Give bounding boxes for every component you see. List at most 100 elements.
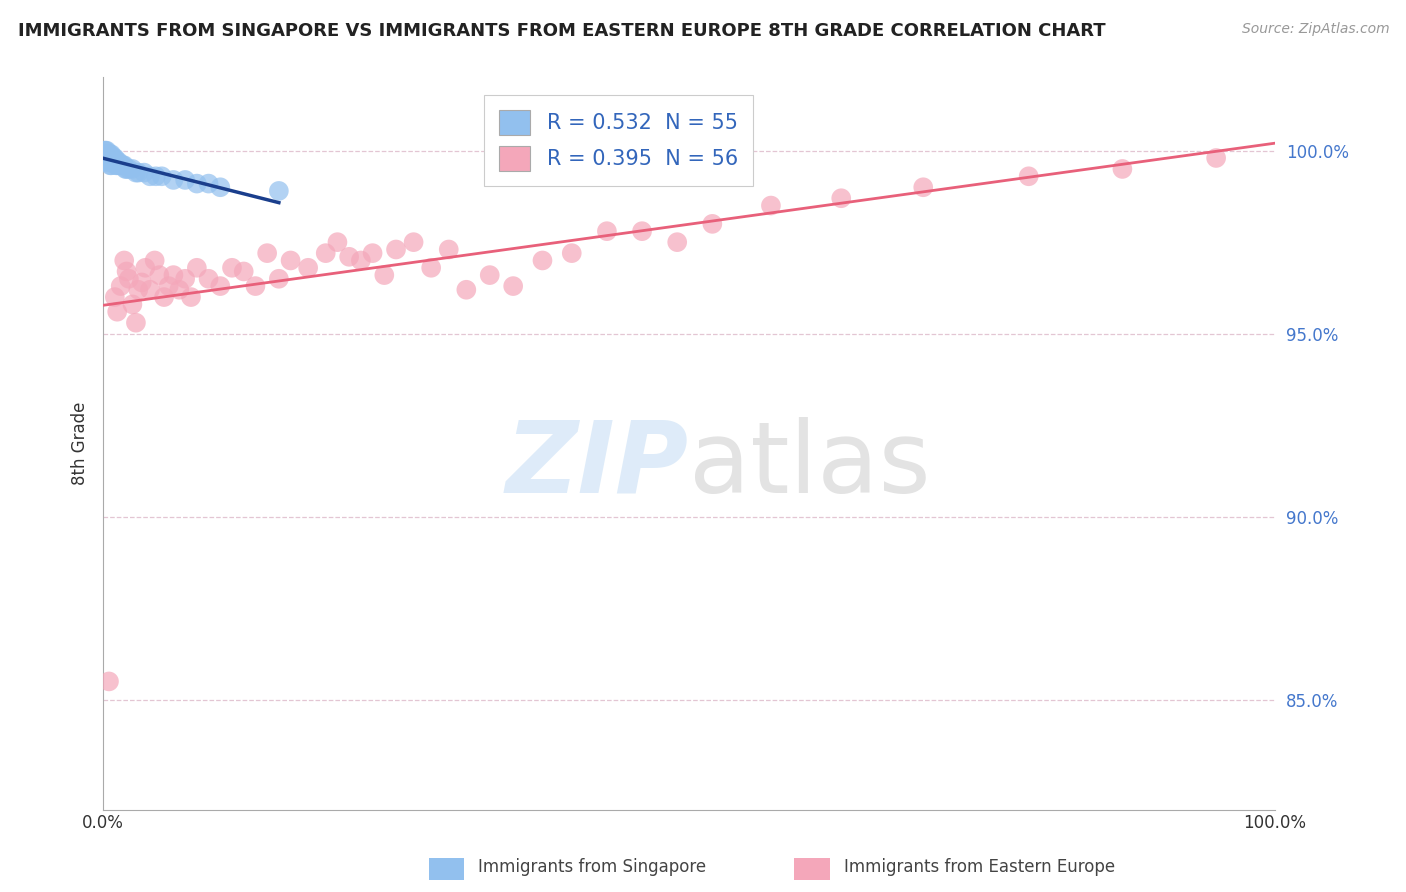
Point — [105, 158, 128, 172]
Point — [197, 177, 219, 191]
Point — [1205, 151, 1227, 165]
Point — [180, 290, 202, 304]
Point — [280, 253, 302, 268]
Point — [502, 279, 524, 293]
Text: IMMIGRANTS FROM SINGAPORE VS IMMIGRANTS FROM EASTERN EUROPE 8TH GRADE CORRELATIO: IMMIGRANTS FROM SINGAPORE VS IMMIGRANTS … — [18, 22, 1107, 40]
Point — [93, 151, 115, 165]
Point — [93, 147, 115, 161]
Point — [118, 161, 141, 176]
Point — [112, 158, 135, 172]
Point — [666, 235, 689, 249]
Point — [100, 158, 122, 172]
Point — [162, 268, 184, 282]
Y-axis label: 8th Grade: 8th Grade — [72, 401, 89, 485]
Point — [232, 264, 254, 278]
Point — [125, 316, 148, 330]
Point — [245, 279, 267, 293]
Point — [631, 224, 654, 238]
Point — [912, 180, 935, 194]
Point — [157, 279, 180, 293]
Point — [702, 217, 724, 231]
Point — [97, 154, 120, 169]
Point — [98, 147, 121, 161]
Point — [134, 260, 156, 275]
Point — [561, 246, 583, 260]
Point — [830, 191, 852, 205]
Point — [186, 177, 208, 191]
Point — [105, 158, 128, 172]
Point — [256, 246, 278, 260]
Point — [103, 151, 125, 165]
Point — [197, 272, 219, 286]
Point — [148, 268, 170, 282]
Point — [174, 272, 197, 286]
Point — [1018, 169, 1040, 184]
Point — [98, 158, 121, 172]
Point — [101, 154, 124, 169]
Point — [98, 151, 121, 165]
Point — [373, 268, 395, 282]
Point — [94, 144, 117, 158]
Point — [420, 260, 443, 275]
Point — [97, 147, 120, 161]
Point — [104, 154, 127, 169]
Point — [115, 161, 138, 176]
Point — [437, 243, 460, 257]
Point — [107, 154, 129, 169]
Point — [98, 154, 121, 169]
Point — [143, 253, 166, 268]
Text: ZIP: ZIP — [506, 417, 689, 514]
Point — [108, 158, 131, 172]
Point — [96, 144, 118, 158]
Point — [100, 147, 122, 161]
Point — [103, 154, 125, 169]
Point — [104, 151, 127, 165]
Point — [131, 276, 153, 290]
Point — [93, 144, 115, 158]
Point — [94, 151, 117, 165]
Point — [145, 169, 167, 184]
Point — [98, 674, 121, 689]
Point — [97, 151, 120, 165]
Point — [139, 283, 162, 297]
Point — [478, 268, 501, 282]
Point — [100, 151, 122, 165]
Point — [104, 290, 127, 304]
Point — [326, 235, 349, 249]
Point — [105, 154, 128, 169]
Point — [96, 147, 118, 161]
Point — [385, 243, 408, 257]
Point — [110, 279, 132, 293]
Point — [267, 184, 290, 198]
Point — [139, 169, 162, 184]
Point — [153, 290, 176, 304]
Point — [118, 272, 141, 286]
Text: Source: ZipAtlas.com: Source: ZipAtlas.com — [1241, 22, 1389, 37]
Point — [94, 147, 117, 161]
Point — [361, 246, 384, 260]
Point — [121, 161, 143, 176]
Point — [186, 260, 208, 275]
Point — [127, 166, 149, 180]
Point — [267, 272, 290, 286]
Point — [596, 224, 619, 238]
Point — [105, 304, 128, 318]
Point — [759, 198, 782, 212]
Point — [96, 154, 118, 169]
Point — [121, 297, 143, 311]
Point — [337, 250, 360, 264]
Point — [150, 169, 173, 184]
Point — [402, 235, 425, 249]
Point — [209, 279, 232, 293]
Point — [297, 260, 319, 275]
Point — [98, 151, 121, 165]
Point — [94, 154, 117, 169]
Point — [209, 180, 232, 194]
Point — [112, 158, 135, 172]
Point — [174, 173, 197, 187]
Point — [125, 166, 148, 180]
Point — [98, 147, 121, 161]
Point — [1111, 161, 1133, 176]
Point — [531, 253, 554, 268]
Point — [127, 283, 149, 297]
